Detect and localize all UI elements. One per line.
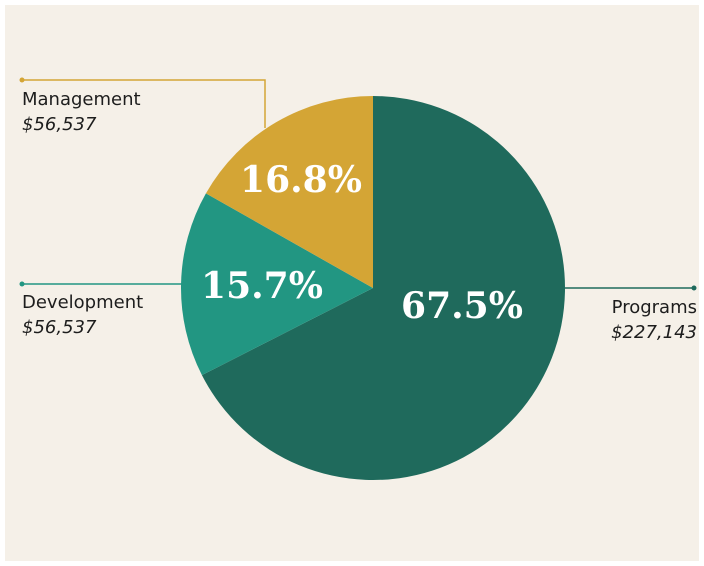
leader-dot [19, 77, 25, 83]
percent-label: 15.7% [201, 265, 323, 307]
amount-label: $56,537 [22, 317, 97, 338]
pie-slice [201, 96, 565, 480]
percent-label: 67.5% [401, 285, 523, 327]
pie-slice [181, 193, 373, 376]
percent-label: 16.8% [240, 159, 362, 201]
category-label: Programs [612, 297, 697, 318]
category-label: Development [22, 292, 143, 313]
leader-dot [19, 281, 25, 287]
amount-label: $227,143 [611, 322, 697, 343]
category-label: Management [22, 89, 141, 110]
leader-dot [691, 285, 697, 291]
leader-line [22, 79, 266, 128]
amount-label: $56,537 [22, 114, 97, 135]
pie-slice [205, 96, 373, 288]
